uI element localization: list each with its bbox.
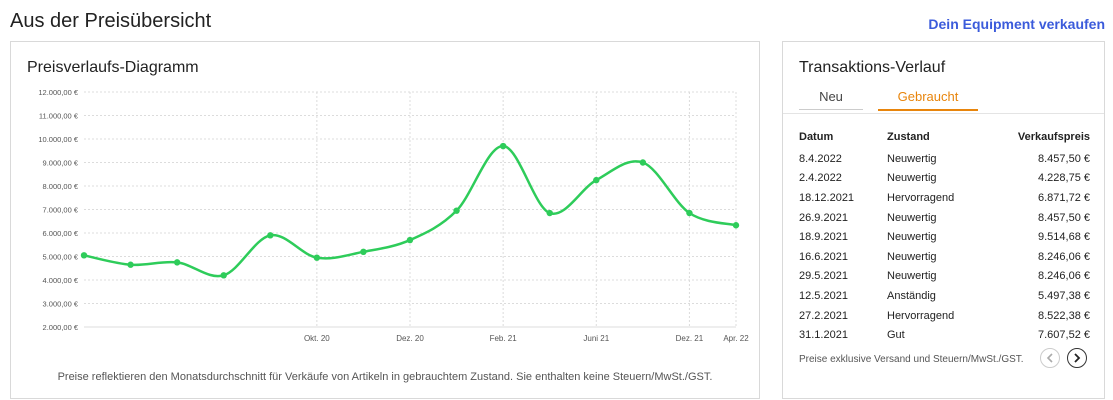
cell-price: 5.497,38 € [1038,289,1090,302]
x-tick-label: Apr. 22 [723,334,749,343]
transactions-footer-note: Preise exklusive Versand und Steuern/MwS… [799,354,1024,365]
x-tick-label: Feb. 21 [490,334,518,343]
next-page-button[interactable] [1067,348,1087,368]
cell-price: 9.514,68 € [1038,231,1090,244]
price-history-chart: 2.000,00 € 3.000,00 € 4.000,00 € 5.000,00 €… [38,88,749,343]
tab-neu[interactable]: Neu [799,89,863,110]
table-row: 26.9.2021 Neuwertig 8.457,50 € [799,208,1090,228]
y-tick-label: 5.000,00 € [43,253,79,262]
cell-condition: Neuwertig [887,211,937,224]
sell-equipment-link[interactable]: Dein Equipment verkaufen [928,16,1105,32]
cell-date: 12.5.2021 [799,289,848,302]
y-tick-label: 4.000,00 € [43,276,79,285]
table-row: 2.4.2022 Neuwertig 4.228,75 € [799,169,1090,189]
cell-price: 8.246,06 € [1038,250,1090,263]
transaction-panel: Transaktions-Verlauf Neu Gebraucht Datum… [782,41,1105,399]
data-point [453,207,460,214]
data-point [686,209,693,217]
cell-date: 2.4.2022 [799,172,842,185]
condition-tabs: Neu Gebraucht [799,89,979,111]
chevron-left-icon [1046,353,1053,363]
data-point [127,261,134,268]
y-tick-label: 10.000,00 € [38,135,78,144]
cell-price: 8.457,50 € [1038,211,1090,224]
tab-gebraucht[interactable]: Gebraucht [878,89,978,111]
cell-condition: Neuwertig [887,152,937,165]
chevron-right-icon [1074,353,1081,363]
data-point [267,232,274,239]
data-point [499,142,507,150]
table-row: 18.9.2021 Neuwertig 9.514,68 € [799,227,1090,247]
table-row: 31.1.2021 Gut 7.607,52 € [799,325,1090,345]
cell-condition: Gut [887,329,905,342]
table-header-row: Datum Zustand Verkaufspreis [799,125,1090,149]
x-tick-label: Okt. 20 [304,334,330,343]
column-header-price: Verkaufspreis [1017,131,1090,143]
cell-date: 16.6.2021 [799,250,848,263]
cell-date: 27.2.2021 [799,309,848,322]
data-point [80,252,88,259]
data-point [313,254,321,261]
cell-condition: Neuwertig [887,172,937,185]
cell-date: 29.5.2021 [799,270,848,283]
cell-date: 31.1.2021 [799,329,848,342]
data-point [639,159,647,166]
y-tick-label: 3.000,00 € [43,300,79,309]
cell-price: 8.246,06 € [1038,270,1090,283]
y-tick-label: 2.000,00 € [43,323,79,332]
x-tick-label: Dez. 20 [396,334,424,343]
table-row: 8.4.2022 Neuwertig 8.457,50 € [799,149,1090,169]
cell-condition: Neuwertig [887,270,937,283]
y-tick-label: 6.000,00 € [43,229,79,238]
y-tick-label: 12.000,00 € [38,88,78,97]
table-row: 12.5.2021 Anständig 5.497,38 € [799,286,1090,306]
data-point [732,222,740,229]
y-tick-label: 8.000,00 € [43,182,79,191]
y-tick-label: 9.000,00 € [43,159,79,168]
chart-note: Preise reflektieren den Monatsdurchschni… [57,371,713,383]
column-header-date: Datum [799,131,834,143]
y-tick-label: 7.000,00 € [43,206,79,215]
x-tick-label: Juni 21 [583,334,609,343]
transaction-title: Transaktions-Verlauf [799,59,946,76]
cell-price: 8.457,50 € [1038,152,1090,165]
page-title: Aus der Preisübersicht [10,10,212,32]
data-point [546,209,553,217]
table-row: 18.12.2021 Hervorragend 6.871,72 € [799,188,1090,208]
cell-price: 6.871,72 € [1038,191,1090,204]
cell-condition: Neuwertig [887,231,937,244]
column-header-condition: Zustand [887,131,930,143]
data-point [593,176,600,184]
cell-date: 26.9.2021 [799,211,848,224]
cell-condition: Anständig [887,289,936,302]
y-tick-label: 11.000,00 € [39,112,79,121]
tabs-divider [783,113,1104,114]
cell-condition: Hervorragend [887,191,955,204]
series-line [83,144,737,278]
cell-date: 18.9.2021 [799,231,848,244]
data-point [220,272,227,279]
table-row: 29.5.2021 Neuwertig 8.246,06 € [799,267,1090,287]
transactions-table: Datum Zustand Verkaufspreis 8.4.2022 Neuw… [799,125,1090,345]
cell-price: 4.228,75 € [1038,172,1090,185]
x-tick-label: Dez. 21 [676,334,704,343]
previous-page-button[interactable] [1040,348,1060,368]
chart-title: Preisverlaufs-Diagramm [27,59,199,76]
price-chart-panel: 2.000,00 € 3.000,00 € 4.000,00 € 5.000,00 €… [10,41,760,399]
table-row: 16.6.2021 Neuwertig 8.246,06 € [799,247,1090,267]
table-row: 27.2.2021 Hervorragend 8.522,38 € [799,306,1090,326]
cell-price: 8.522,38 € [1038,309,1090,322]
data-point [360,248,367,255]
data-point [173,259,181,266]
cell-price: 7.607,52 € [1038,329,1090,342]
cell-condition: Hervorragend [887,309,955,322]
cell-date: 8.4.2022 [799,152,842,165]
cell-condition: Neuwertig [887,250,937,263]
data-point [406,236,414,244]
cell-date: 18.12.2021 [799,191,855,204]
